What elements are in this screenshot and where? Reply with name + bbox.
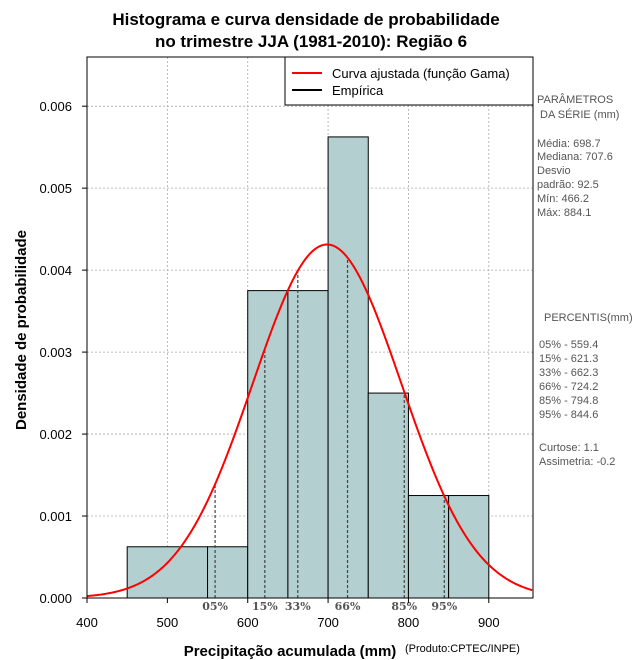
curtose: Curtose: 1.1: [539, 442, 599, 454]
percentile-label: 33%: [285, 600, 311, 613]
x-tick-label: 400: [76, 615, 98, 630]
fitted-curve: [86, 243, 533, 598]
legend-fitted-label: Curva ajustada (função Gama): [332, 66, 510, 81]
x-axis-label: Precipitação acumulada (mm): [184, 643, 397, 660]
params-title-1: PARÂMETROS: [537, 93, 613, 106]
histogram-bar: [126, 546, 209, 599]
x-tick-label: 700: [317, 615, 339, 630]
x-tick-label: 600: [237, 615, 259, 630]
percentile-label: 15%: [252, 600, 278, 613]
y-tick-label: 0.002: [39, 427, 72, 442]
y-tick-label: 0.000: [39, 591, 72, 606]
param-mediana: Mediana: 707.6: [537, 151, 613, 163]
percentile-label: 66%: [335, 600, 361, 613]
percentil-05: 05% - 559.4: [539, 339, 598, 351]
y-tick-label: 0.004: [39, 263, 72, 278]
y-tick-label: 0.003: [39, 345, 72, 360]
param-desvio-2: padrão: 92.5: [537, 179, 599, 191]
x-tick-label: 900: [478, 615, 500, 630]
percentis-title: PERCENTIS(mm): [544, 312, 633, 324]
product-credit: (Produto:CPTEC/INPE): [405, 643, 520, 655]
histogram-bar: [207, 546, 249, 599]
x-tick-label: 800: [398, 615, 420, 630]
percentil-33: 33% - 662.3: [539, 367, 598, 379]
percentiles-panel: PERCENTIS(mm) 05% - 559.4 15% - 621.3 33…: [539, 312, 633, 468]
param-desvio-1: Desvio: [537, 165, 571, 177]
param-media: Média: 698.7: [537, 138, 601, 150]
percentile-label: 95%: [431, 600, 457, 613]
x-tick-label: 500: [157, 615, 179, 630]
params-title-2: DA SÉRIE (mm): [540, 108, 619, 121]
legend: Curva ajustada (função Gama) Empírica: [284, 56, 534, 106]
chart-title-line1: Histograma e curva densidade de probabil…: [112, 10, 499, 29]
histogram-bar: [247, 290, 289, 599]
histogram-bar: [448, 495, 490, 599]
percentil-95: 95% - 844.6: [539, 409, 598, 421]
legend-empirical-label: Empírica: [332, 83, 384, 98]
param-min: Mín: 466.2: [537, 193, 589, 205]
histogram-bar: [407, 495, 450, 599]
y-tick-label: 0.005: [39, 181, 72, 196]
fitted-curve-line: [86, 243, 533, 598]
axis-ticks: 400 500 600 700 800 900 0.000 0.001 0.002 0.003 0.…: [39, 99, 499, 630]
assimetria: Assimetria: -0.2: [539, 456, 615, 468]
percentil-15: 15% - 621.3: [539, 353, 598, 365]
percentil-85: 85% - 794.8: [539, 395, 598, 407]
histogram-bar: [327, 136, 369, 599]
y-tick-label: 0.001: [39, 509, 72, 524]
percentil-66: 66% - 724.2: [539, 381, 598, 393]
param-max: Máx: 884.1: [537, 207, 591, 219]
histogram-bar: [287, 290, 329, 599]
histogram-bars: [126, 136, 490, 599]
chart-title-line2: no trimestre JJA (1981-2010): Região 6: [155, 32, 467, 51]
percentile-markers: 05% 15% 33% 66% 85% 95%: [202, 257, 458, 613]
series-parameters-panel: PARÂMETROS DA SÉRIE (mm) Média: 698.7 Me…: [537, 93, 619, 219]
histogram-bar: [367, 392, 409, 599]
y-axis-label: Densidade de probabilidade: [13, 230, 30, 430]
y-tick-label: 0.006: [39, 99, 72, 114]
legend-box: [284, 56, 534, 106]
percentile-label: 05%: [202, 600, 228, 613]
percentile-label: 85%: [391, 600, 417, 613]
